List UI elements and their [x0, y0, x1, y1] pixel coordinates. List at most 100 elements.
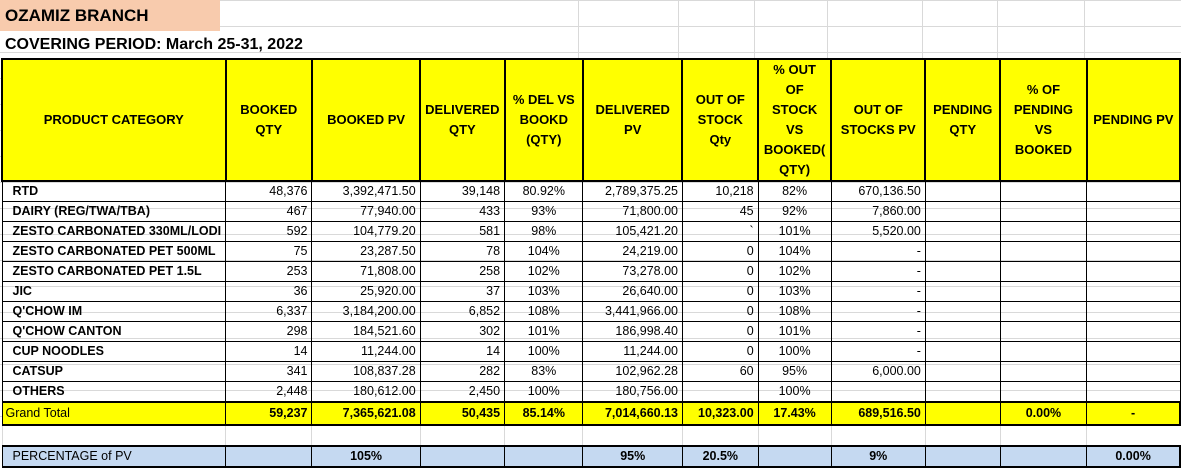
cell-pending-qty[interactable]: [924, 241, 1001, 262]
cell-out-of-stock-qty[interactable]: 45: [681, 201, 759, 222]
cell-pct-del-vs-booked[interactable]: 101%: [504, 321, 584, 342]
cell-product-category[interactable]: Q'CHOW CANTON: [1, 321, 227, 342]
cell-out-of-stocks-pv[interactable]: 689,516.50: [830, 401, 926, 426]
cell-product-category[interactable]: DAIRY (REG/TWA/TBA): [1, 201, 227, 222]
cell-pending-qty[interactable]: [924, 201, 1001, 222]
cell-pct-del-vs-booked[interactable]: 100%: [504, 381, 584, 403]
cell-pct-out-of-stock[interactable]: 100%: [757, 381, 832, 403]
cell-pct-out-of-stock[interactable]: 101%: [757, 321, 832, 342]
cell-out-of-stocks-pv[interactable]: 9%: [830, 445, 926, 468]
cell-pct-out-of-stock[interactable]: 102%: [757, 261, 832, 282]
cell-pending-qty[interactable]: [924, 180, 1001, 202]
cell-out-of-stock-qty[interactable]: 0: [681, 301, 759, 322]
cell-pending-pv[interactable]: 0.00%: [1086, 445, 1181, 468]
cell-delivered-pv[interactable]: 24,219.00: [582, 241, 683, 262]
cell-out-of-stock-qty[interactable]: 0: [681, 261, 759, 282]
cell-booked-qty[interactable]: 48,376: [225, 180, 313, 202]
cell-delivered-pv[interactable]: 95%: [582, 445, 683, 468]
cell-delivered-pv[interactable]: DELIVERED PV: [581, 58, 684, 182]
cell-pending-qty[interactable]: [924, 401, 1001, 426]
cell-out-of-stock-qty[interactable]: 60: [681, 361, 759, 382]
cell-pct-del-vs-booked[interactable]: % DEL VS BOOKD (QTY): [503, 58, 584, 182]
cell-booked-pv[interactable]: 23,287.50: [311, 241, 421, 262]
cell-product-category[interactable]: ZESTO CARBONATED 330ML/LODI: [1, 221, 227, 242]
cell-out-of-stocks-pv[interactable]: -: [830, 301, 926, 322]
cell-pending-pv[interactable]: [1086, 201, 1181, 222]
cell-delivered-qty[interactable]: 14: [419, 341, 506, 362]
cell-booked-pv[interactable]: 11,244.00: [311, 341, 421, 362]
cell-pct-pending[interactable]: [999, 321, 1088, 342]
cell-pct-del-vs-booked[interactable]: 108%: [504, 301, 584, 322]
cell-delivered-pv[interactable]: 102,962.28: [582, 361, 683, 382]
cell-out-of-stocks-pv[interactable]: -: [830, 261, 926, 282]
cell-delivered-qty[interactable]: 2,450: [419, 381, 506, 403]
cell-pending-pv[interactable]: [1086, 301, 1181, 322]
cell-booked-pv[interactable]: 104,779.20: [311, 221, 421, 242]
cell-pct-del-vs-booked[interactable]: 103%: [504, 281, 584, 302]
cell-booked-qty[interactable]: [225, 445, 313, 468]
cell-booked-pv[interactable]: 7,365,621.08: [311, 401, 421, 426]
cell-booked-qty[interactable]: 14: [225, 341, 313, 362]
cell-out-of-stock-qty[interactable]: 10,218: [681, 180, 759, 202]
cell-booked-pv[interactable]: 71,808.00: [311, 261, 421, 282]
cell-delivered-qty[interactable]: 50,435: [419, 401, 506, 426]
cell-out-of-stocks-pv[interactable]: 7,860.00: [830, 201, 926, 222]
cell-booked-pv[interactable]: BOOKED PV: [310, 58, 422, 182]
cell-pending-qty[interactable]: [924, 261, 1001, 282]
cell-pct-out-of-stock[interactable]: 17.43%: [757, 401, 832, 426]
cell-delivered-qty[interactable]: DELIVERED QTY: [419, 58, 506, 182]
cell-delivered-qty[interactable]: 282: [419, 361, 506, 382]
cell-pending-pv[interactable]: [1086, 281, 1181, 302]
cell-pending-qty[interactable]: [924, 221, 1001, 242]
cell-pct-out-of-stock[interactable]: 108%: [757, 301, 832, 322]
cell-out-of-stock-qty[interactable]: 0: [681, 341, 759, 362]
cell-pct-pending[interactable]: [999, 180, 1088, 202]
cell-pending-pv[interactable]: -: [1086, 401, 1181, 426]
cell-pct-out-of-stock[interactable]: 103%: [757, 281, 832, 302]
cell-delivered-qty[interactable]: [419, 445, 506, 468]
cell-pending-pv[interactable]: PENDING PV: [1085, 58, 1181, 182]
cell-delivered-pv[interactable]: 105,421.20: [582, 221, 683, 242]
cell-booked-qty[interactable]: 467: [225, 201, 313, 222]
cell-pending-qty[interactable]: PENDING QTY: [924, 58, 1002, 182]
cell-product-category[interactable]: PERCENTAGE of PV: [1, 445, 227, 468]
cell-pct-pending[interactable]: % OF PENDING VS BOOKED: [999, 58, 1088, 182]
cell-pct-pending[interactable]: [999, 361, 1088, 382]
cell-product-category[interactable]: Grand Total: [1, 401, 227, 426]
cell-pending-pv[interactable]: [1086, 341, 1181, 362]
cell-pct-del-vs-booked[interactable]: 80.92%: [504, 180, 584, 202]
cell-pending-pv[interactable]: [1086, 321, 1181, 342]
cell-out-of-stock-qty[interactable]: 0: [681, 241, 759, 262]
cell-pct-pending[interactable]: [999, 445, 1088, 468]
cell-booked-pv[interactable]: 180,612.00: [311, 381, 421, 403]
cell-product-category[interactable]: OTHERS: [1, 381, 227, 403]
cell-pending-qty[interactable]: [924, 301, 1001, 322]
cell-pct-out-of-stock[interactable]: 82%: [757, 180, 832, 202]
cell-product-category[interactable]: CUP NOODLES: [1, 341, 227, 362]
cell-pct-del-vs-booked[interactable]: 104%: [504, 241, 584, 262]
cell-product-category[interactable]: PRODUCT CATEGORY: [1, 58, 227, 182]
cell-pct-del-vs-booked[interactable]: 93%: [504, 201, 584, 222]
cell-delivered-qty[interactable]: 302: [419, 321, 506, 342]
cell-out-of-stock-qty[interactable]: 0: [681, 281, 759, 302]
cell-delivered-qty[interactable]: 433: [419, 201, 506, 222]
cell-pending-pv[interactable]: [1086, 241, 1181, 262]
cell-booked-qty[interactable]: 2,448: [225, 381, 313, 403]
cell-out-of-stock-qty[interactable]: 20.5%: [681, 445, 759, 468]
cell-booked-pv[interactable]: 184,521.60: [311, 321, 421, 342]
cell-product-category[interactable]: Q'CHOW IM: [1, 301, 227, 322]
cell-pct-del-vs-booked[interactable]: 102%: [504, 261, 584, 282]
cell-delivered-qty[interactable]: 6,852: [419, 301, 506, 322]
cell-delivered-qty[interactable]: 39,148: [419, 180, 506, 202]
cell-booked-qty[interactable]: BOOKED QTY: [224, 58, 313, 182]
cell-booked-pv[interactable]: 3,392,471.50: [311, 180, 421, 202]
cell-delivered-qty[interactable]: 581: [419, 221, 506, 242]
cell-product-category[interactable]: ZESTO CARBONATED PET 500ML: [1, 241, 227, 262]
cell-delivered-qty[interactable]: 78: [419, 241, 506, 262]
cell-pct-out-of-stock[interactable]: [757, 445, 832, 468]
cell-out-of-stocks-pv[interactable]: 5,520.00: [830, 221, 926, 242]
branch-title-cell[interactable]: OZAMIZ BRANCH: [0, 0, 220, 31]
cell-out-of-stocks-pv[interactable]: 670,136.50: [830, 180, 926, 202]
cell-pending-qty[interactable]: [924, 281, 1001, 302]
cell-out-of-stocks-pv[interactable]: -: [830, 321, 926, 342]
